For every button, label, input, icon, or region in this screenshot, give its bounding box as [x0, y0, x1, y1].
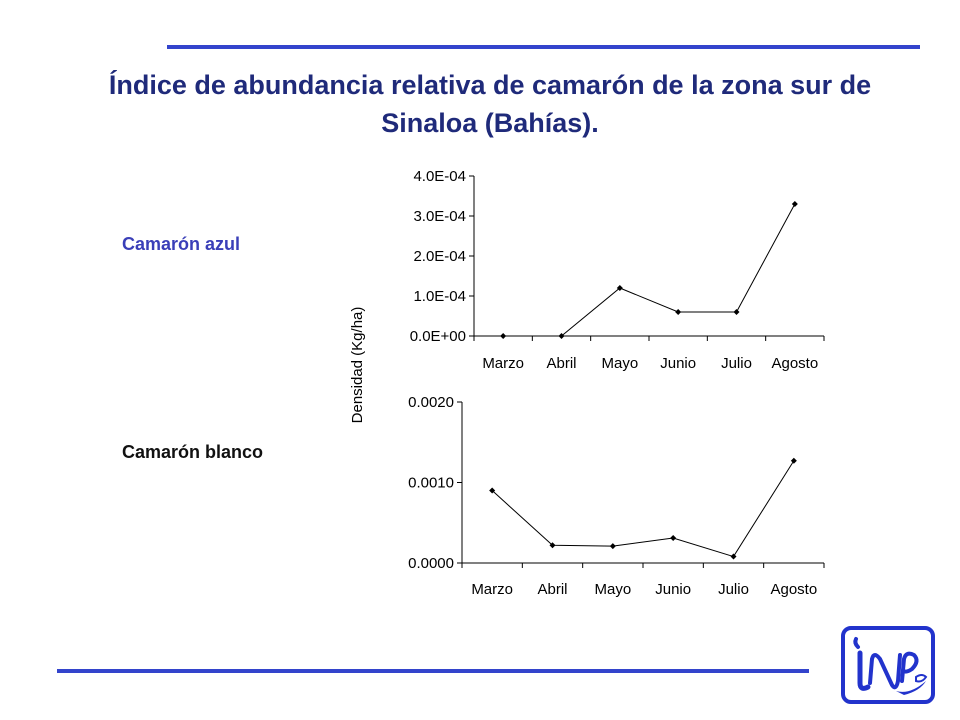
chart0-data-point — [792, 201, 798, 207]
chart0-ytick-label: 0.0E+00 — [410, 328, 466, 345]
chart0-category-label: Julio — [721, 355, 752, 372]
chart0-data-point — [675, 309, 681, 315]
bottom-divider — [57, 669, 809, 673]
chart1-ytick-label: 0.0010 — [408, 475, 454, 492]
inp-logo-icon — [840, 625, 936, 705]
chart0-category-label: Marzo — [482, 355, 524, 372]
chart0-ytick-label: 4.0E-04 — [413, 168, 466, 185]
chart1-category-label: Julio — [718, 581, 749, 598]
chart0-series-line — [503, 204, 795, 336]
chart1-category-label: Abril — [537, 581, 567, 598]
chart1-data-point — [731, 554, 737, 560]
chart0-data-point — [500, 333, 506, 339]
chart1-data-point — [791, 458, 797, 464]
chart1-category-label: Mayo — [594, 581, 631, 598]
chart1-data-point — [610, 543, 616, 549]
chart0-data-point — [734, 309, 740, 315]
chart1-ytick-label: 0.0000 — [408, 555, 454, 572]
chart0-category-label: Abril — [546, 355, 576, 372]
chart1-series-line — [492, 461, 794, 557]
chart0-ytick-label: 2.0E-04 — [413, 248, 466, 265]
chart1-category-label: Agosto — [770, 581, 817, 598]
chart1-category-label: Marzo — [471, 581, 513, 598]
chart1-ytick-label: 0.0020 — [408, 394, 454, 411]
chart0-category-label: Agosto — [771, 355, 818, 372]
y-axis-label: Densidad (Kg/ha) — [349, 307, 366, 424]
chart1-data-point — [670, 535, 676, 541]
chart0-ytick-label: 3.0E-04 — [413, 208, 466, 225]
chart0-category-label: Junio — [660, 355, 696, 372]
chart0-category-label: Mayo — [601, 355, 638, 372]
chart0-ytick-label: 1.0E-04 — [413, 288, 466, 305]
chart1-category-label: Junio — [655, 581, 691, 598]
